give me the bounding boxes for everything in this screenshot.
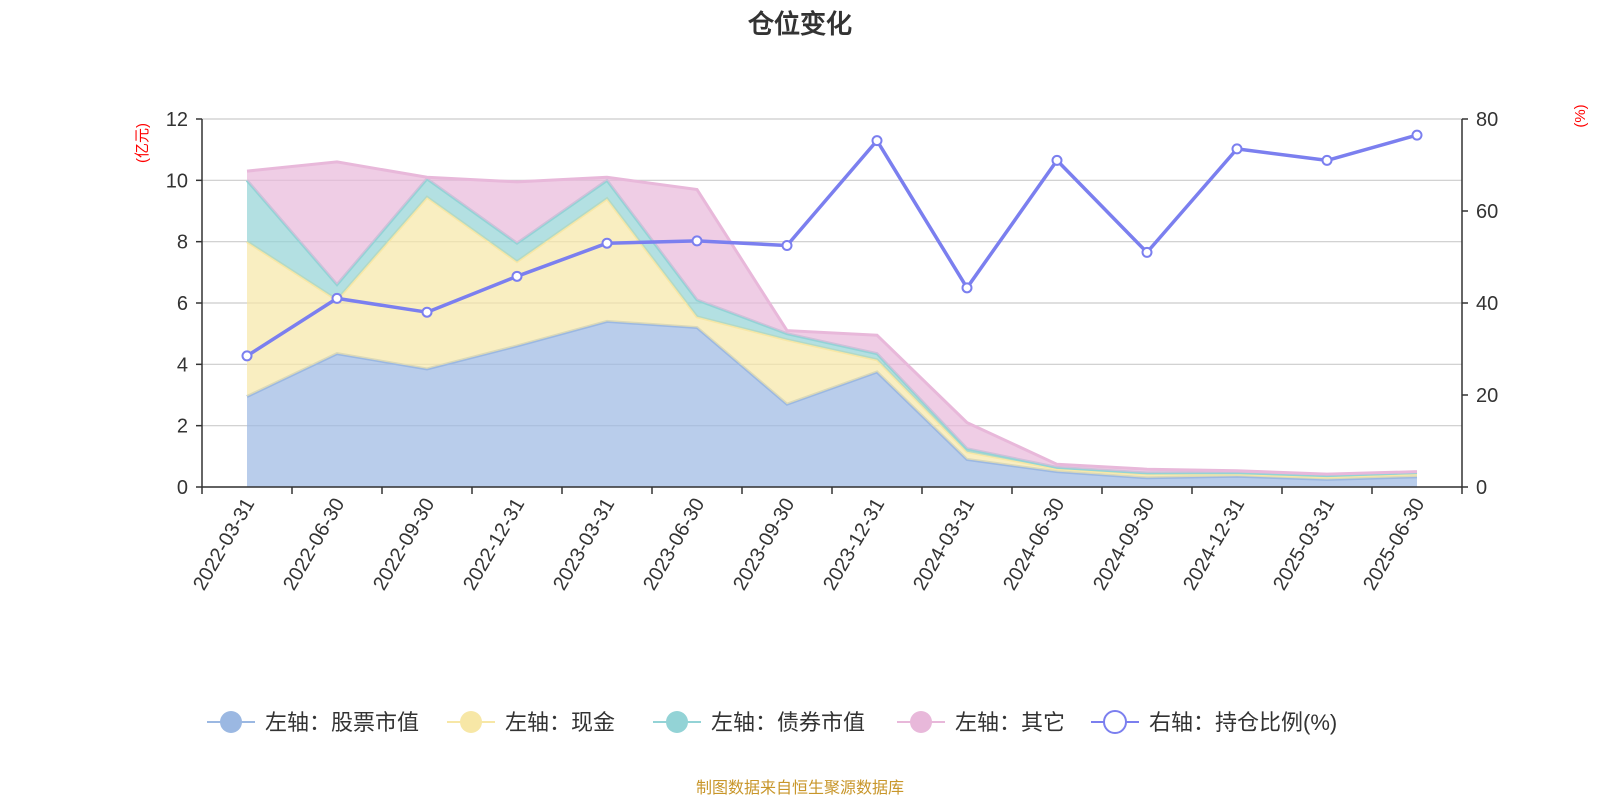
right-axis-tick-label: 40: [1476, 293, 1498, 315]
area-series-edge-3: [246, 160, 1418, 476]
ratio-point: [691, 235, 703, 247]
legend-label: 左轴：股票市值: [265, 710, 419, 735]
x-axis-tick-label: 2022-09-30: [369, 495, 439, 595]
legend-marker: [220, 711, 242, 733]
x-axis-tick-label: 2022-03-31: [189, 495, 259, 595]
ratio-point: [511, 270, 523, 282]
legend-marker: [910, 711, 932, 733]
legend-marker: [460, 711, 482, 733]
legend-label: 左轴：债券市值: [711, 710, 865, 735]
area-series-3: [247, 161, 1417, 476]
x-axis-tick-label: 2023-09-30: [729, 495, 799, 595]
x-axis-tick-label: 2024-06-30: [999, 495, 1069, 595]
left-axis-tick-label: 2: [177, 416, 188, 438]
right-axis-tick-label: 0: [1476, 477, 1487, 499]
area-series-0: [247, 321, 1417, 487]
x-axis-tick-label: 2025-06-30: [1359, 495, 1429, 595]
left-axis-tick-label: 4: [177, 354, 188, 376]
left-axis-unit-label: (亿元): [134, 123, 151, 163]
right-axis-unit-label: (%): [1572, 104, 1589, 127]
ratio-point: [1051, 154, 1063, 166]
legend-item-2: 左轴：债券市值: [653, 710, 865, 735]
x-axis-tick-label: 2024-03-31: [909, 495, 979, 595]
x-axis-tick-label: 2022-12-31: [459, 495, 529, 595]
x-axis-tick-label: 2024-12-31: [1179, 495, 1249, 595]
right-axis-tick-label: 80: [1476, 109, 1498, 131]
legend-item-1: 左轴：现金: [447, 710, 615, 735]
left-axis-tick-label: 8: [177, 232, 188, 254]
right-axis-tick-label: 20: [1476, 385, 1498, 407]
chart-title: 仓位变化: [747, 9, 852, 39]
x-axis-tick-label: 2025-03-31: [1269, 495, 1339, 595]
ratio-point: [241, 350, 253, 362]
data-source-note: 制图数据来自恒生聚源数据库: [695, 780, 904, 797]
legend-label: 左轴：现金: [505, 710, 615, 735]
ratio-point: [1141, 246, 1153, 258]
legend-marker: [666, 711, 688, 733]
left-axis-tick-label: 12: [166, 109, 188, 131]
ratio-point: [331, 292, 343, 304]
legend-item-4: 右轴：持仓比例(%): [1091, 710, 1337, 735]
ratio-point: [421, 306, 433, 318]
x-axis-tick-label: 2023-12-31: [819, 495, 889, 595]
ratio-point: [781, 240, 793, 251]
legend-label: 左轴：其它: [955, 710, 1065, 735]
area-series-edge-2: [245, 176, 1418, 478]
x-axis-tick-label: 2023-03-31: [549, 495, 619, 595]
legend-label: 右轴：持仓比例(%): [1149, 710, 1337, 735]
ratio-point: [1321, 154, 1333, 166]
ratio-point: [601, 237, 613, 249]
legend-item-3: 左轴：其它: [897, 710, 1065, 735]
ratio-point: [961, 282, 973, 294]
x-axis-tick-label: 2022-06-30: [279, 495, 349, 595]
right-axis-tick-label: 60: [1476, 201, 1498, 223]
left-axis-tick-label: 6: [177, 293, 188, 315]
ratio-point: [871, 135, 883, 147]
ratio-point: [1231, 143, 1243, 155]
ratio-line: [246, 133, 1418, 358]
x-axis-tick-label: 2024-09-30: [1089, 495, 1159, 595]
ratio-point: [1411, 129, 1423, 141]
legend-marker: [1103, 710, 1127, 734]
x-axis-tick-label: 2023-06-30: [639, 495, 709, 595]
left-axis-tick-label: 10: [166, 170, 188, 192]
legend-item-0: 左轴：股票市值: [207, 710, 419, 735]
left-axis-tick-label: 0: [177, 477, 188, 499]
